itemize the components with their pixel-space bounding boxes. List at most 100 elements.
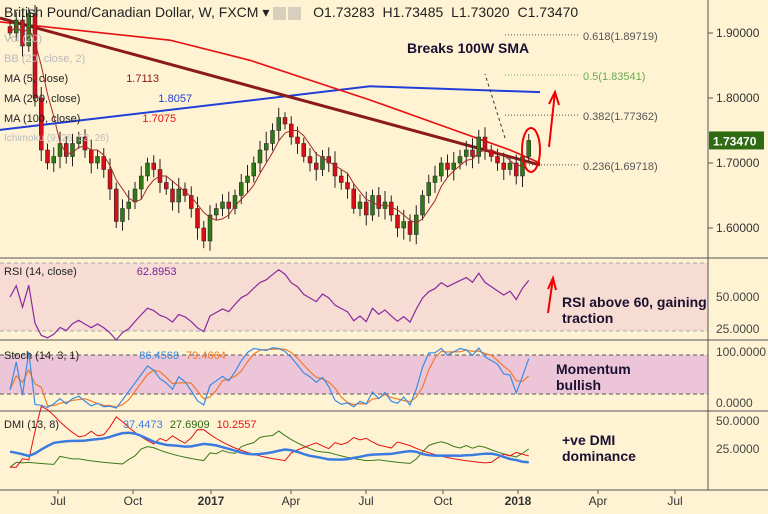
- candle: [264, 143, 269, 151]
- candle: [114, 188, 119, 222]
- legend-ma200[interactable]: MA (200, close) 1.8057: [4, 93, 192, 105]
- candle: [414, 214, 419, 235]
- header: British Pound/Canadian Dollar, W, FXCM ▾…: [4, 4, 579, 20]
- rsi-value: 62.8953: [136, 266, 177, 278]
- ma100-line: [0, 21, 541, 164]
- candle: [314, 162, 319, 170]
- candle: [145, 162, 150, 177]
- legend-ma5[interactable]: MA (5, close) 1.7113: [4, 73, 159, 85]
- indicator-tick-label: 100.0000: [716, 345, 766, 359]
- x-tick-label: Jul: [667, 494, 682, 508]
- candle: [95, 156, 100, 164]
- symbol-title[interactable]: British Pound/Canadian Dollar, W, FXCM: [4, 4, 259, 20]
- candle: [214, 208, 219, 216]
- legend-ichimoku[interactable]: Ichimoku (9, 26, 52, 26): [4, 133, 109, 144]
- legend-ma100[interactable]: MA (100, close) 1.7075: [4, 113, 176, 125]
- ma100-value: 1.7075: [142, 113, 177, 125]
- candle: [295, 136, 300, 144]
- candle: [239, 182, 244, 196]
- ma200-line: [0, 85, 541, 131]
- plus-di-value: 27.6909: [169, 419, 210, 431]
- candle: [226, 201, 231, 209]
- up-arrow-head-icon: [548, 89, 560, 106]
- rsi-up-arrow-icon: [547, 277, 554, 314]
- candle: [257, 149, 263, 164]
- legend-dmi[interactable]: DMI (13, 8) 37.4473 27.6909 10.2557: [4, 419, 256, 431]
- candle: [482, 136, 488, 151]
- candle: [432, 175, 438, 183]
- candle: [389, 201, 394, 216]
- candle: [270, 130, 275, 144]
- settings-icon[interactable]: [273, 6, 287, 20]
- candle: [470, 149, 475, 157]
- candle: [401, 221, 406, 229]
- candle: [439, 162, 444, 177]
- rsi-band: [0, 263, 708, 331]
- candle: [495, 156, 500, 164]
- candle: [151, 162, 156, 170]
- candle: [195, 208, 200, 229]
- candle: [120, 208, 125, 222]
- candle: [345, 182, 350, 190]
- fib-label: 0.382(1.77362): [583, 111, 658, 123]
- candle: [320, 156, 325, 170]
- x-tick-label: Jul: [50, 494, 65, 508]
- candle: [201, 227, 206, 242]
- candle: [476, 136, 481, 157]
- candle: [51, 156, 56, 164]
- candle: [364, 201, 369, 216]
- x-tick-label: 2017: [198, 494, 225, 508]
- legend-bb[interactable]: BB (20, close, 2): [4, 53, 85, 65]
- x-tick-label: Apr: [589, 494, 608, 508]
- candle: [307, 156, 313, 164]
- candle: [326, 156, 331, 164]
- candle: [32, 13, 38, 99]
- legend-rsi[interactable]: RSI (14, close) 62.8953: [4, 266, 177, 278]
- candle: [351, 188, 356, 209]
- candle: [407, 221, 413, 235]
- x-tick-label: Oct: [434, 494, 453, 508]
- candle: [332, 162, 338, 177]
- indicator-tick-label: 50.0000: [716, 290, 760, 304]
- candle: [514, 162, 519, 177]
- candle: [445, 162, 450, 170]
- ma200-value: 1.8057: [158, 93, 193, 105]
- candle: [139, 175, 144, 190]
- gear-icon[interactable]: [288, 6, 302, 20]
- fib-label: 0.5(1.83541): [583, 71, 645, 83]
- candle: [376, 195, 381, 209]
- candle: [76, 136, 81, 144]
- ma100-label: MA (100, close): [4, 113, 81, 125]
- stoch-label: Stoch (14, 3, 1): [4, 350, 80, 362]
- projection-arrow: [484, 73, 506, 139]
- x-tick-label: Apr: [282, 494, 301, 508]
- candle: [526, 140, 531, 157]
- bb-label: BB (20, close, 2): [4, 53, 86, 65]
- stoch-k-value: 86.4568: [139, 350, 179, 362]
- indicator-tick-label: 25.0000: [716, 322, 760, 336]
- highlight-ellipse: [521, 127, 541, 173]
- price-tick-label: 1.60000: [716, 221, 760, 235]
- ma200-label: MA (200, close): [4, 93, 81, 105]
- candle: [132, 188, 138, 203]
- candle: [164, 182, 169, 190]
- candle: [357, 201, 363, 209]
- minus-di-line: [10, 405, 529, 468]
- candle: [57, 143, 63, 157]
- price-tick-label: 1.80000: [716, 91, 760, 105]
- candle: [301, 143, 306, 157]
- high-value: H1.73485: [382, 4, 444, 20]
- ichimoku-label: Ichimoku (9, 26, 52, 26): [4, 133, 110, 144]
- legend-stoch[interactable]: Stoch (14, 3, 1) 86.4568 79.4664: [4, 350, 226, 362]
- candle: [245, 175, 250, 183]
- last-price-badge: [709, 131, 764, 150]
- x-tick-label: Jul: [358, 494, 373, 508]
- candle: [339, 175, 344, 183]
- ma5-value: 1.7113: [126, 73, 160, 85]
- legend-vol[interactable]: Vol (20): [4, 33, 42, 45]
- indicator-tick-label: 50.0000: [716, 414, 760, 428]
- fib-label: 0.236(1.69718): [583, 161, 658, 173]
- adx-line: [9, 431, 529, 464]
